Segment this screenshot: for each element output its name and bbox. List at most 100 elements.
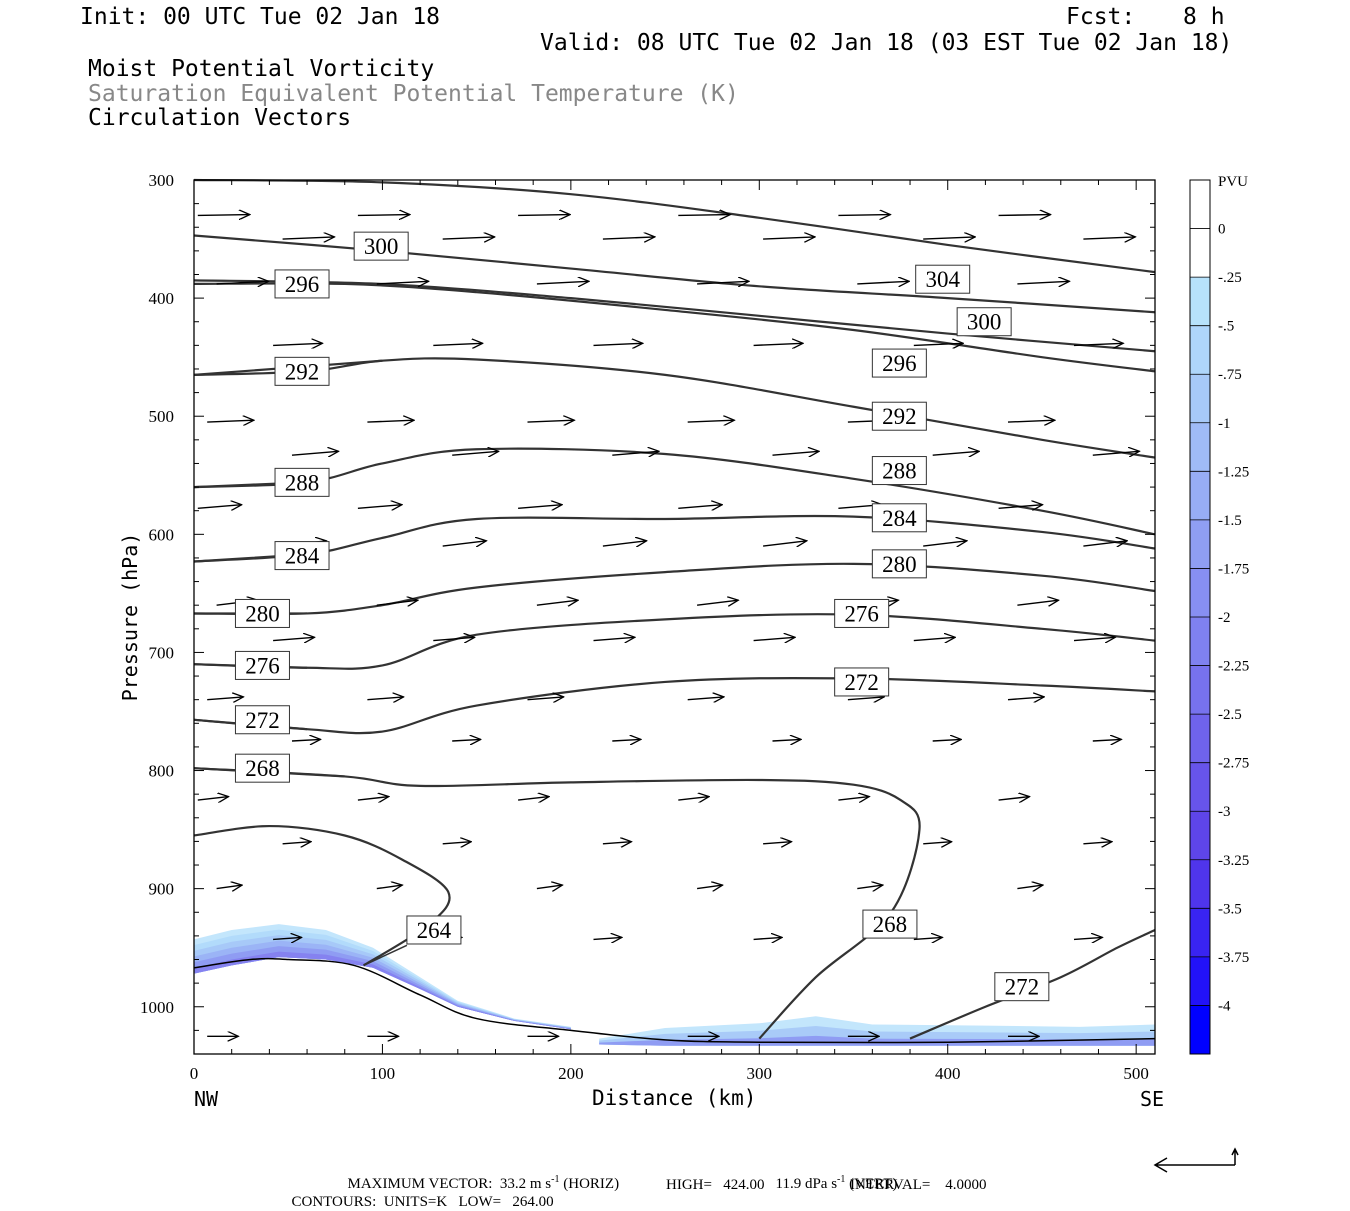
contour-label: 288: [882, 459, 917, 484]
contour-label: 304: [925, 267, 960, 292]
vector-arrow: [603, 237, 655, 239]
vector-arrow: [1008, 420, 1055, 422]
colorbar-label: -3.25: [1218, 853, 1249, 869]
colorbar-label: -3: [1218, 804, 1231, 820]
contour-label: 276: [844, 601, 879, 626]
vector-arrow: [452, 451, 499, 455]
colorbar-label: -1: [1218, 416, 1231, 432]
vector-arrow: [443, 842, 472, 844]
vector-arrow: [697, 600, 738, 605]
colorbar-swatch: [1190, 423, 1210, 472]
ref-vector-vertical: [1232, 1149, 1238, 1165]
vector-arrow: [1083, 842, 1112, 844]
vector-arrow: [367, 420, 414, 422]
vector-arrow: [848, 697, 884, 700]
vector-arrow: [688, 420, 735, 422]
contour-label: 276: [245, 653, 280, 678]
vector-arrow: [838, 797, 869, 801]
contour-label: 264: [417, 918, 452, 943]
y-tick-label: 300: [149, 171, 175, 190]
vector-arrow: [377, 885, 403, 889]
colorbar-swatch: [1190, 471, 1210, 520]
y-tick-label: 900: [149, 880, 175, 899]
vector-arrow: [678, 215, 730, 216]
colorbar: PVU0-.25-.5-.75-1-1.25-1.5-1.75-2-2.25-2…: [1190, 174, 1249, 1055]
vector-arrow: [358, 215, 410, 216]
x-tick-label: 100: [370, 1064, 396, 1083]
theta-es-contour: [194, 614, 1155, 669]
colorbar-label: -4: [1218, 998, 1231, 1014]
vector-arrow: [1093, 739, 1122, 741]
vector-arrow: [452, 739, 481, 741]
x-end-label-se: SE: [1140, 1087, 1164, 1111]
contours-info: CONTOURS: UNITS=K LOW= 264.00: [284, 1177, 554, 1211]
vector-arrow: [292, 451, 339, 455]
theta-es-contour: [194, 768, 920, 1038]
vector-arrow: [198, 215, 250, 216]
colorbar-label: -.75: [1218, 367, 1242, 383]
vector-arrow: [217, 885, 243, 889]
colorbar-label: -1.75: [1218, 561, 1249, 577]
vector-arrow: [537, 281, 589, 284]
vector-arrow: [914, 937, 943, 939]
vector-arrow: [763, 842, 791, 844]
vector-arrow: [207, 697, 243, 700]
x-axis-title: Distance (km): [592, 1086, 756, 1110]
vector-arrow: [207, 420, 254, 422]
colorbar-label: -2: [1218, 610, 1231, 626]
reference-vector: [1155, 1149, 1238, 1172]
x-tick-label: 300: [747, 1064, 773, 1083]
vector-arrow: [283, 842, 311, 844]
vector-arrow: [358, 797, 389, 801]
colorbar-swatch: [1190, 180, 1210, 229]
contour-label: 284: [285, 544, 320, 569]
vector-arrow: [678, 797, 709, 801]
x-end-label-nw: NW: [194, 1087, 218, 1111]
y-tick-label: 400: [149, 289, 175, 308]
colorbar-swatch: [1190, 811, 1210, 860]
colorbar-label: -3.5: [1218, 901, 1242, 917]
contour-label: 292: [882, 404, 917, 429]
vector-arrow: [518, 797, 549, 801]
colorbar-label: -3.75: [1218, 950, 1249, 966]
vector-arrow: [443, 541, 487, 546]
colorbar-swatch: [1190, 860, 1210, 909]
theta-es-contour: [194, 449, 1155, 535]
vector-arrow: [923, 541, 967, 546]
vector-arrow: [773, 451, 820, 455]
vector-arrow: [923, 237, 975, 239]
vector-arrow: [594, 343, 643, 345]
x-tick-label: 400: [935, 1064, 961, 1083]
ref-vector-horizontal: [1155, 1158, 1235, 1172]
vector-arrow: [688, 697, 724, 700]
vector-arrow: [838, 215, 890, 216]
vector-arrow: [594, 637, 635, 640]
vector-arrow: [678, 505, 722, 509]
vector-arrow: [754, 637, 795, 640]
colorbar-swatch: [1190, 957, 1210, 1006]
vector-arrow: [518, 215, 570, 216]
y-axis-title: Pressure (hPa): [118, 527, 142, 707]
vector-arrow: [273, 637, 314, 640]
vector-arrow: [1074, 937, 1102, 939]
theta-es-contour: [194, 180, 1155, 272]
y-tick-label: 600: [149, 525, 175, 544]
colorbar-swatch: [1190, 666, 1210, 715]
vector-arrow: [754, 937, 783, 939]
y-tick-label: 500: [149, 407, 175, 426]
colorbar-label: -1.5: [1218, 513, 1242, 529]
colorbar-swatch: [1190, 1005, 1210, 1054]
vector-arrow: [537, 600, 578, 605]
theta-es-contour: [194, 358, 1155, 457]
vector-arrow: [594, 937, 622, 939]
vector-arrow: [857, 281, 909, 284]
vector-arrow: [999, 215, 1051, 216]
theta-es-contour: [194, 236, 1155, 313]
colorbar-swatch: [1190, 520, 1210, 569]
contour-label: 300: [364, 234, 399, 259]
vector-arrow: [443, 237, 495, 239]
vector-arrow: [367, 697, 403, 700]
theta-es-contour: [194, 678, 1155, 733]
